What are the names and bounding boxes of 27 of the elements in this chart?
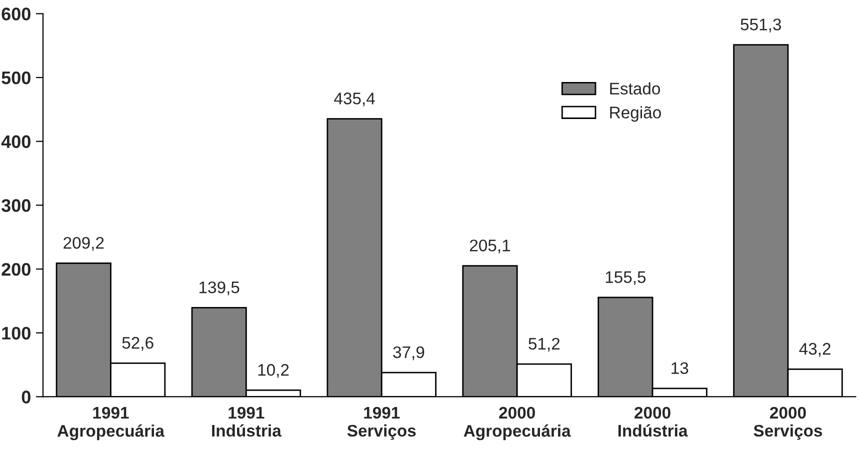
legend-label: Estado [610, 82, 660, 95]
data-label: 205,1 [470, 240, 510, 254]
data-label: 10,2 [258, 364, 289, 378]
y-tick-label: 100 [2, 326, 30, 340]
y-tick-label: 300 [1, 199, 30, 212]
legend-label: Região [610, 106, 661, 122]
data-label: 52,6 [122, 336, 154, 351]
data-label: 435,4 [334, 92, 375, 106]
y-tick-label: 200 [2, 262, 30, 276]
data-label: 13 [672, 362, 688, 374]
x-tick-label: 2000 Indústria [618, 406, 688, 437]
x-tick-label: 1991 Agropecuária [57, 406, 165, 440]
x-tick-label: 1991 Indústria [212, 406, 282, 437]
data-label: 155,5 [606, 271, 646, 286]
data-label: 51,2 [528, 338, 560, 352]
data-label: 209,2 [64, 236, 104, 251]
data-label: 37,9 [393, 346, 424, 360]
y-tick-label: 0 [22, 390, 30, 404]
data-label: 551,3 [740, 18, 782, 32]
y-tick-label: 600 [2, 8, 30, 20]
y-tick-label: 500 [2, 71, 30, 84]
x-tick-label: 1991 Serviços [347, 406, 416, 440]
y-tick-label: 400 [1, 135, 30, 148]
data-label: 43,2 [799, 342, 830, 357]
data-label: 139,5 [200, 281, 240, 296]
x-tick-label: 2000 Agropecuária [464, 406, 571, 440]
x-tick-label: 2000 Serviços [754, 406, 822, 440]
